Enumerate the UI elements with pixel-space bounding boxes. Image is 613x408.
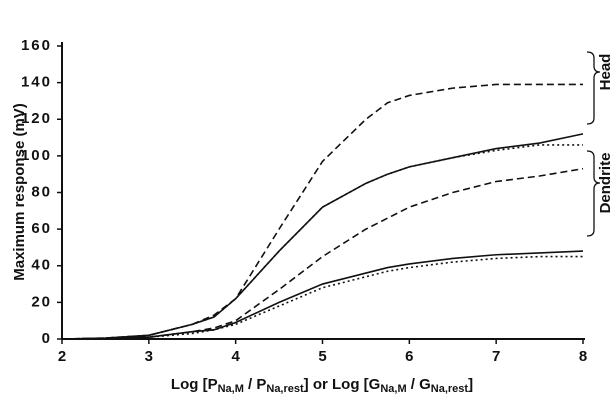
x-label-part: ] [468,376,473,393]
y-tick-label: 120 [21,110,52,127]
head-bracket [586,51,601,125]
x-label-sub: Na,M [380,383,406,395]
series-line [61,144,583,340]
annotation: Head [597,54,613,91]
y-tick-label: 60 [31,220,52,237]
x-tick-label: 7 [492,348,500,365]
series-line [61,133,584,340]
y-tick-label: 140 [21,74,52,91]
y-tick-label: 0 [42,330,52,347]
y-tick-label: 40 [31,257,52,274]
series-line [61,250,584,340]
x-label-sub: Na,M [218,383,244,395]
x-label-part: Log [P [171,376,218,393]
dendrite-bracket [586,150,601,237]
annotation: Dendrite [597,153,613,214]
x-tick-label: 4 [231,348,240,365]
x-tick-label: 2 [58,348,66,365]
x-label-sub: Na,rest [431,383,469,395]
y-tick-label: 160 [21,37,52,54]
series-line [61,255,583,340]
x-tick-label: 5 [318,348,326,365]
x-tick-label: 3 [145,348,153,365]
series-line [61,83,583,340]
x-tick-label: 8 [579,348,587,365]
x-tick-label: 6 [405,348,413,365]
y-tick-label: 20 [31,293,52,310]
x-label-part: / P [244,376,267,393]
x-label-part: / G [407,376,431,393]
x-label-part: ] or Log [G [304,376,381,393]
y-tick-label: 80 [31,183,52,200]
x-label-sub: Na,rest [266,383,304,395]
x-axis-label: Log [PNa,M / PNa,rest] or Log [GNa,M / G… [171,376,473,395]
y-axis-label: Maximum response (mV) [11,103,28,281]
y-tick-label: 100 [21,147,52,164]
